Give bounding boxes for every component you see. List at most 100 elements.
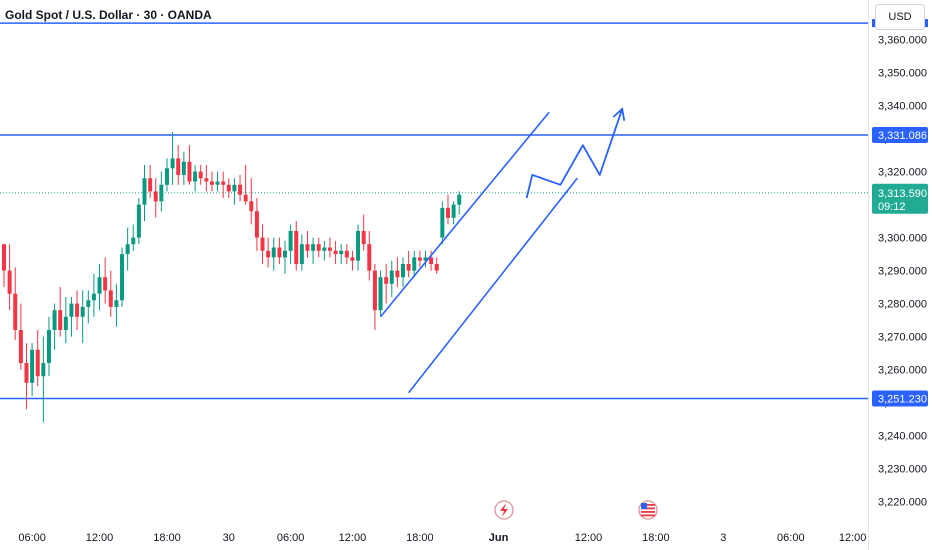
candle-body — [445, 207, 450, 218]
y-tick-label: 3,340.000 — [878, 101, 927, 113]
candle-body — [193, 171, 198, 182]
candle-body — [238, 184, 243, 195]
x-tick-label: 18:00 — [153, 532, 181, 544]
x-tick-label: 12:00 — [86, 532, 114, 544]
x-tick-label: 18:00 — [642, 532, 670, 544]
candle-body — [69, 303, 74, 317]
candle-body — [434, 264, 439, 271]
candle-body — [80, 306, 85, 317]
candle-body — [97, 277, 102, 294]
candle-body — [294, 231, 299, 264]
us-flag-event-icon[interactable] — [638, 500, 658, 520]
candle-body — [30, 349, 35, 383]
candle-body — [440, 207, 445, 238]
y-tick-label: 3,300.000 — [878, 233, 927, 245]
y-tick-label: 3,240.000 — [878, 431, 927, 443]
candle-body — [305, 244, 310, 251]
candle-body — [384, 277, 389, 284]
candle-body — [283, 250, 287, 258]
x-tick-label: 06:00 — [777, 532, 805, 544]
candle-body — [159, 184, 164, 202]
x-tick-label: 30 — [223, 532, 235, 544]
y-tick-label: 3,270.000 — [878, 332, 927, 344]
flag-stripe — [641, 504, 655, 506]
y-tick-label: 3,350.000 — [878, 68, 927, 80]
candle-body — [451, 204, 456, 218]
x-tick-label: 12:00 — [339, 532, 367, 544]
current-price-label: 3,313.590 — [878, 188, 927, 200]
flag-stripe — [641, 511, 655, 513]
projection-path — [525, 108, 624, 199]
lightning-event-icon[interactable] — [494, 500, 514, 520]
candle-body — [350, 257, 355, 261]
candle-body — [277, 247, 282, 258]
candle-body — [86, 300, 91, 307]
candle-body — [412, 257, 417, 271]
y-tick-label: 3,230.000 — [878, 464, 927, 476]
candle-body — [266, 250, 271, 258]
y-tick-label: 3,220.000 — [878, 497, 927, 509]
candle-body — [339, 250, 344, 255]
candle-body — [457, 194, 462, 205]
candle-body — [311, 244, 316, 251]
candle-body — [417, 257, 422, 261]
candle-body — [18, 330, 23, 363]
candle-body — [361, 231, 366, 245]
x-tick-label: 06:00 — [18, 532, 46, 544]
y-tick-label: 3,360.000 — [878, 35, 927, 47]
candle-body — [91, 293, 96, 301]
candle-body — [75, 303, 80, 317]
candle-body — [356, 231, 361, 261]
candle-body — [327, 247, 332, 251]
candle-body — [322, 247, 327, 251]
current-price-label-bg — [872, 183, 928, 214]
horizontal-line-price-label: 3,331.086 — [878, 130, 927, 142]
x-tick-label: 18:00 — [406, 532, 434, 544]
time-axis: 06:00 12:00 18:00 30 06:00 12:00 18:00 Jun 12:00… — [18, 532, 866, 544]
axis-divider — [868, 0, 869, 550]
candle-body — [215, 181, 220, 185]
candle-body — [288, 231, 293, 251]
flag-stripe — [641, 514, 655, 517]
candle-body — [423, 257, 428, 261]
candle-body — [46, 330, 51, 363]
candle-body — [108, 290, 113, 307]
candle-body — [344, 250, 349, 258]
candle-body — [316, 244, 321, 251]
x-tick-label: 06:00 — [277, 532, 305, 544]
y-tick-label: 3,320.000 — [878, 167, 927, 179]
candle-body — [299, 244, 304, 264]
lightning-glyph — [500, 503, 508, 517]
event-markers — [494, 500, 658, 520]
candle-body — [181, 161, 186, 175]
flag-canton — [641, 503, 647, 509]
candle-body — [52, 310, 57, 330]
candle-body — [249, 201, 254, 212]
candle-body — [198, 171, 203, 179]
candles-layer — [2, 132, 462, 423]
candle-body — [389, 270, 394, 284]
candle-body — [204, 178, 209, 182]
flag-stripe — [641, 507, 655, 510]
candle-body — [114, 300, 119, 307]
candle-body — [271, 247, 276, 258]
candle-body — [164, 168, 169, 185]
candle-body — [136, 204, 141, 238]
candle-body — [429, 257, 434, 264]
candle-body — [401, 264, 406, 278]
candle-body — [142, 178, 147, 205]
x-tick-label: 12:00 — [575, 532, 603, 544]
horizontal-line-price-label-bg — [872, 390, 928, 407]
candle-body — [187, 161, 192, 182]
candle-body — [13, 293, 18, 330]
channel-upper-line — [379, 111, 550, 318]
y-tick-label: 3,260.000 — [878, 365, 927, 377]
chart-title: Gold Spot / U.S. Dollar · 30 · OANDA — [5, 8, 212, 22]
candle-countdown: 09:12 — [878, 201, 906, 213]
candle-body — [406, 264, 411, 271]
drawings-layer — [379, 107, 626, 394]
candle-body — [176, 158, 181, 175]
x-tick-label: 3 — [720, 532, 726, 544]
currency-button[interactable]: USD — [875, 4, 925, 30]
